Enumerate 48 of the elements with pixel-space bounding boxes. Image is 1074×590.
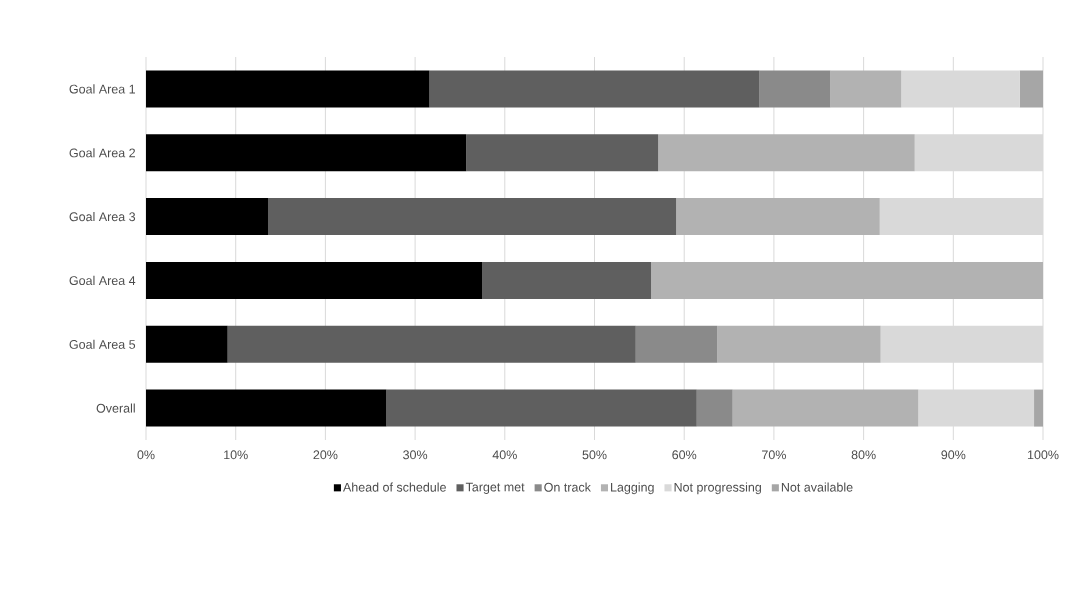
x-tick-label: 100% — [1027, 450, 1059, 460]
x-tick-label: 20% — [313, 450, 338, 460]
bar — [146, 198, 268, 236]
x-tick-label: 30% — [403, 450, 428, 460]
bar — [146, 134, 467, 172]
bar — [386, 389, 697, 427]
x-tick-label: 90% — [941, 450, 966, 460]
y-tick-label: Goal Area 5 — [69, 339, 136, 349]
bar — [651, 261, 1044, 299]
y-tick-label: Goal Area 2 — [69, 148, 135, 158]
bar — [466, 134, 659, 172]
bar — [1019, 70, 1044, 108]
y-tick-label: Overall — [96, 403, 135, 413]
bar — [676, 198, 880, 236]
bar — [482, 261, 652, 299]
legend-label: Target met — [465, 482, 525, 494]
x-tick-label: 0% — [137, 450, 155, 460]
x-tick-label: 80% — [851, 450, 876, 460]
y-tick-label: Goal Area 3 — [69, 211, 136, 222]
bar — [717, 325, 881, 363]
legend-label: Lagging — [611, 482, 654, 495]
bar — [732, 389, 919, 427]
bar — [1034, 389, 1044, 427]
legend-label: On track — [544, 482, 591, 492]
x-tick-label: 60% — [672, 450, 697, 460]
bar — [429, 70, 760, 108]
bar — [759, 70, 831, 108]
bar — [268, 198, 677, 236]
bar — [146, 325, 228, 363]
bar — [830, 70, 902, 108]
y-tick-label: Goal Area 1 — [69, 84, 136, 94]
bar — [227, 325, 636, 363]
bar — [901, 70, 1020, 108]
legend-label: Not progressing — [674, 482, 761, 495]
x-tick-label: 50% — [582, 450, 607, 460]
bar — [146, 389, 387, 427]
y-tick-label: Goal Area 4 — [69, 275, 136, 286]
x-tick-label: 70% — [762, 450, 786, 460]
x-tick-label: 40% — [492, 450, 517, 460]
bar — [918, 389, 1035, 427]
bar — [658, 134, 915, 172]
bar — [146, 70, 430, 108]
x-tick-label: 10% — [224, 450, 248, 460]
legend-label: Ahead of schedule — [342, 482, 446, 492]
legend-label: Not available — [781, 482, 853, 492]
bar — [635, 325, 718, 363]
bar — [146, 261, 483, 299]
bar — [696, 389, 733, 427]
